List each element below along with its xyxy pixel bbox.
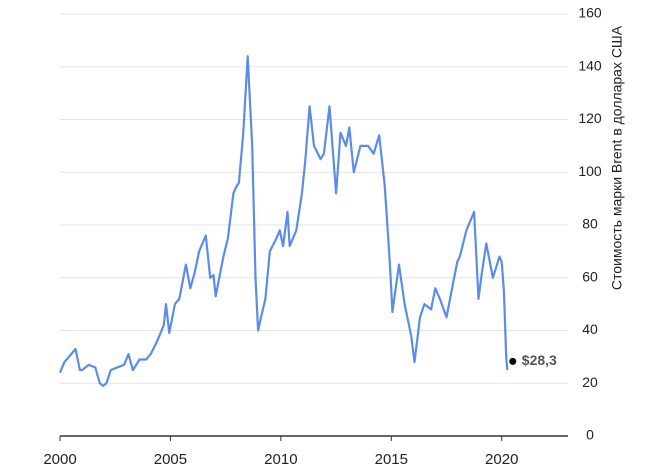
x-tick-label: 2000 xyxy=(43,451,76,468)
y-tick-label: 80 xyxy=(582,216,598,232)
x-tick-label: 2005 xyxy=(154,451,187,468)
price-line xyxy=(58,55,509,387)
annotation-label: $28,3 xyxy=(522,352,557,368)
y-tick-label: 20 xyxy=(582,374,598,390)
y-axis-label: Стоимость марки Brent в долларах США xyxy=(609,25,625,290)
y-tick-label: 120 xyxy=(578,110,602,126)
y-tick-label: 140 xyxy=(578,57,602,73)
x-tick-label: 2010 xyxy=(264,451,297,468)
y-tick-label: 0 xyxy=(586,427,594,443)
y-tick-label: 40 xyxy=(582,321,598,337)
annotation-dot xyxy=(509,357,517,365)
x-tick-label: 2015 xyxy=(375,451,408,468)
x-tick-label: 2020 xyxy=(485,451,518,468)
y-tick-label: 60 xyxy=(582,268,598,284)
y-tick-label: 100 xyxy=(578,163,602,179)
y-tick-label: 160 xyxy=(578,5,602,21)
